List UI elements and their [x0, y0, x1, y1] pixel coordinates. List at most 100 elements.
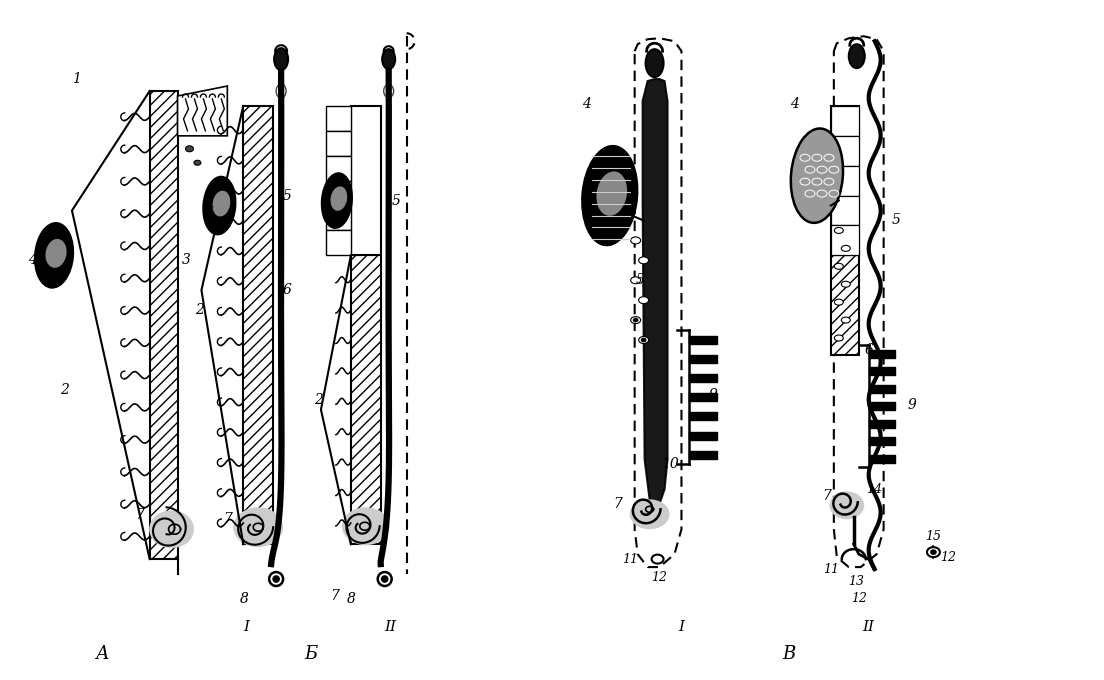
Ellipse shape — [342, 507, 390, 545]
Ellipse shape — [194, 160, 201, 165]
Ellipse shape — [931, 550, 936, 554]
Ellipse shape — [629, 499, 669, 529]
Bar — [243, 106, 273, 544]
Text: 4: 4 — [205, 199, 214, 213]
Bar — [689, 432, 718, 440]
Bar — [689, 451, 718, 459]
Bar — [326, 205, 351, 231]
Ellipse shape — [384, 84, 394, 97]
Bar — [869, 455, 894, 462]
Text: 7: 7 — [614, 497, 623, 511]
Ellipse shape — [382, 49, 395, 69]
Ellipse shape — [651, 555, 664, 564]
Text: 4: 4 — [321, 194, 330, 207]
Ellipse shape — [185, 146, 193, 152]
Ellipse shape — [45, 239, 66, 268]
Text: I: I — [243, 620, 250, 634]
Ellipse shape — [582, 146, 637, 245]
Text: 7: 7 — [223, 512, 232, 526]
Ellipse shape — [835, 335, 843, 341]
Bar — [831, 136, 859, 166]
Ellipse shape — [233, 507, 283, 547]
Ellipse shape — [927, 547, 940, 557]
Text: 5: 5 — [283, 188, 291, 203]
Bar — [150, 91, 178, 559]
Text: 2: 2 — [60, 383, 68, 397]
Ellipse shape — [630, 277, 640, 284]
Bar — [869, 437, 894, 445]
Bar — [869, 420, 894, 428]
Text: 12: 12 — [941, 551, 956, 564]
Ellipse shape — [841, 282, 850, 287]
Bar — [351, 256, 381, 544]
Text: 12: 12 — [651, 571, 668, 583]
Ellipse shape — [841, 317, 850, 323]
Bar — [831, 106, 859, 256]
Bar — [689, 336, 718, 343]
Bar — [326, 131, 351, 156]
Text: 13: 13 — [848, 575, 863, 588]
Polygon shape — [178, 86, 227, 136]
Ellipse shape — [835, 299, 843, 305]
Text: 1: 1 — [73, 72, 82, 86]
Bar — [869, 350, 894, 358]
Ellipse shape — [378, 572, 392, 586]
Text: I: I — [679, 620, 684, 634]
Bar — [326, 231, 351, 256]
Text: II: II — [862, 620, 874, 634]
Text: 10: 10 — [660, 458, 678, 471]
Ellipse shape — [149, 510, 194, 548]
Text: 2: 2 — [195, 303, 204, 317]
Ellipse shape — [634, 318, 638, 322]
Ellipse shape — [638, 337, 649, 343]
Text: Б: Б — [305, 645, 318, 663]
Ellipse shape — [646, 49, 664, 77]
Ellipse shape — [35, 223, 73, 288]
Ellipse shape — [641, 338, 646, 342]
Text: А: А — [95, 645, 108, 663]
Text: 9: 9 — [907, 398, 916, 411]
Text: 15: 15 — [925, 530, 942, 543]
Bar — [326, 181, 351, 205]
Bar — [689, 393, 718, 401]
Ellipse shape — [330, 186, 348, 211]
Ellipse shape — [790, 129, 843, 223]
Ellipse shape — [273, 576, 279, 582]
Text: 12: 12 — [851, 592, 867, 605]
Ellipse shape — [269, 572, 283, 586]
Bar — [869, 385, 894, 393]
Text: 7: 7 — [330, 589, 339, 603]
Ellipse shape — [638, 257, 649, 264]
Bar — [689, 413, 718, 420]
Ellipse shape — [849, 44, 864, 68]
Ellipse shape — [829, 492, 864, 520]
Bar — [831, 196, 859, 226]
Text: 5: 5 — [391, 194, 400, 207]
Ellipse shape — [630, 237, 640, 244]
Text: В: В — [783, 645, 796, 663]
Ellipse shape — [596, 171, 627, 216]
Text: 3: 3 — [182, 254, 191, 267]
Bar — [831, 226, 859, 256]
Text: 8: 8 — [347, 592, 355, 606]
Text: 4: 4 — [583, 97, 592, 111]
Bar — [831, 106, 859, 136]
Text: 6: 6 — [283, 283, 291, 297]
Ellipse shape — [382, 576, 388, 582]
Text: 8: 8 — [240, 592, 248, 606]
Ellipse shape — [203, 177, 235, 235]
Bar — [689, 374, 718, 382]
Polygon shape — [643, 79, 668, 509]
Text: II: II — [384, 620, 396, 634]
Text: 7: 7 — [136, 508, 145, 522]
Text: 14: 14 — [866, 483, 882, 496]
Text: 6: 6 — [864, 343, 873, 357]
Bar — [351, 106, 381, 256]
Text: 5: 5 — [635, 273, 644, 287]
Text: 9: 9 — [709, 388, 718, 402]
Text: 11: 11 — [622, 553, 638, 566]
Ellipse shape — [841, 245, 850, 252]
Bar — [869, 367, 894, 375]
Text: 11: 11 — [822, 562, 839, 575]
Text: 4: 4 — [28, 254, 36, 267]
